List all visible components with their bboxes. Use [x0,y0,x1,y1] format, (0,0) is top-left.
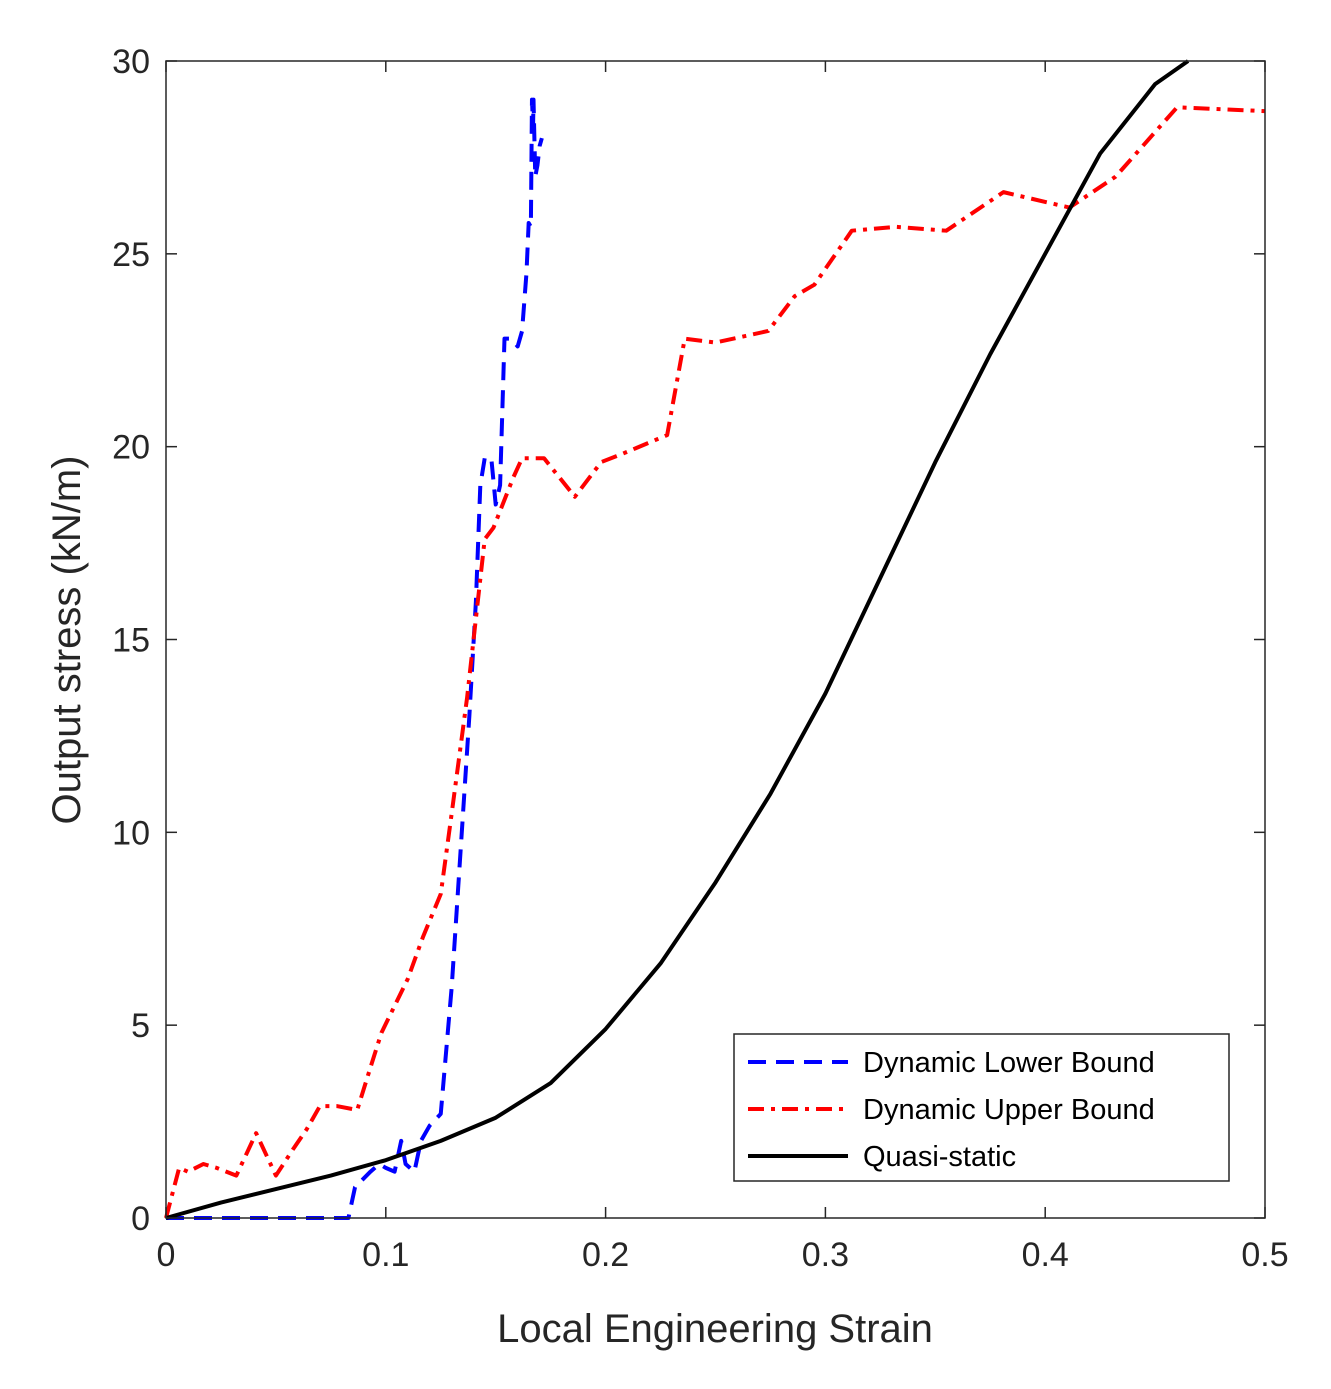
series-line-dynamic-upper-bound [164,105,1266,1219]
y-tick-label: 5 [131,1007,150,1045]
x-tick-label: 0.5 [1241,1236,1288,1274]
y-tick-label: 10 [112,814,150,852]
y-tick-label: 15 [112,622,150,660]
x-tick-label: 0.2 [582,1236,629,1274]
series-line-dynamic-lower-bound [166,97,544,1220]
legend-label-dynamic-lower-bound: Dynamic Lower Bound [863,1047,1155,1079]
y-axis-title: Output stress (kN/m) [45,456,89,825]
y-tick-label: 30 [112,43,150,81]
series-layer [164,59,1266,1220]
x-axis-title: Local Engineering Strain [497,1307,933,1351]
y-tick-label: 0 [131,1200,150,1238]
legend: Dynamic Lower Bound Dynamic Upper Bound … [733,1033,1230,1182]
x-tick-label: 0 [157,1236,176,1274]
x-tick-label: 0.4 [1022,1236,1069,1274]
legend-label-quasi-static: Quasi-static [863,1141,1016,1173]
y-tick-label: 25 [112,236,150,274]
x-tick-label: 0.1 [362,1236,409,1274]
legend-label-dynamic-upper-bound: Dynamic Upper Bound [863,1094,1155,1126]
x-tick-label: 0.3 [802,1236,849,1274]
y-tick-label: 20 [112,429,150,467]
series-line-quasi-static [165,59,1190,1220]
tick-layer: 0 0.1 0.2 0.3 0.4 0.5 0 5 10 15 20 25 30 [112,43,1288,1274]
